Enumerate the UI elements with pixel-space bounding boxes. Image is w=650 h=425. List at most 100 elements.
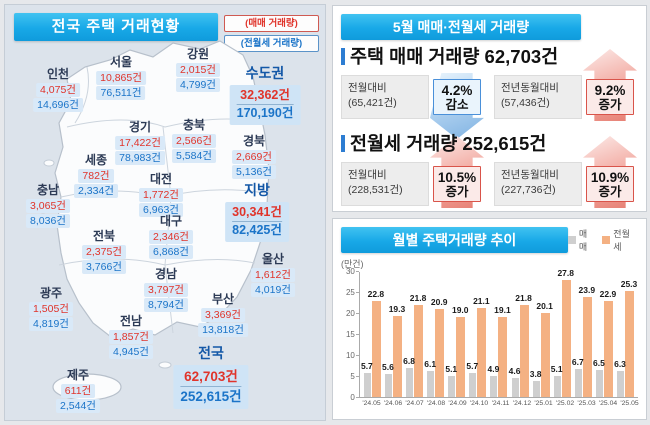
- legend-sale-volume: (매매 거래량): [224, 15, 319, 32]
- bar-group: 4.9 19.1: [488, 271, 511, 397]
- rent-comparison-row: 전월대비 (228,531건) 10.5% 증가 전년동월대비 (227,736…: [341, 136, 638, 208]
- change-word: 감소: [445, 97, 469, 112]
- aggregate-name: 지방: [244, 182, 270, 198]
- region-rent-count: 5,136건: [232, 165, 276, 179]
- x-axis-label: '24.11: [491, 400, 510, 407]
- sale-bar: [427, 371, 435, 397]
- y-axis-tick-label: 0: [350, 393, 355, 402]
- percent-value: 10.9%: [590, 169, 630, 185]
- change-word: 증가: [598, 184, 622, 199]
- rent-value-label: 20.1: [536, 300, 553, 311]
- bar-group: 4.6 21.8: [508, 271, 532, 397]
- y-axis-tick-mark: [355, 397, 359, 398]
- region-name: 울산: [261, 252, 285, 266]
- map-region-gyeongbuk: 경북 2,669건 5,136건: [232, 132, 276, 179]
- map-aggregate-jibang: 지방 30,341건 82,425건: [225, 180, 289, 242]
- rent-bar: [498, 316, 508, 397]
- map-region-gyeongnam: 경남 3,797건 8,794건: [144, 265, 188, 312]
- comparison-label: 전월대비: [348, 169, 387, 181]
- region-sale-count: 611건: [60, 384, 96, 398]
- sale-bar: [595, 369, 603, 397]
- region-sale-count: 1,857건: [109, 330, 153, 344]
- region-rent-count: 13,818건: [198, 323, 248, 337]
- bar-group: 6.3 25.3: [614, 271, 638, 397]
- sale-value-label: 4.6: [508, 365, 521, 376]
- region-rent-count: 4,019건: [251, 283, 295, 297]
- bar-chart: 0 5 10 15 20 25 30 5.7 22.8 5.6 19.3 6.8 21.8 6.1 20.…: [341, 267, 638, 402]
- region-name: 전북: [92, 229, 116, 243]
- sale-value-label: 6.8: [403, 356, 415, 367]
- sale-bar: [363, 373, 371, 397]
- region-sale-count: 17,422건: [115, 136, 165, 150]
- region-sale-count: 3,369건: [201, 308, 245, 322]
- region-name: 경북: [242, 134, 266, 148]
- region-name: 세종: [84, 153, 108, 167]
- rent-bar: [519, 305, 529, 397]
- sale-value-label: 6.1: [424, 359, 437, 370]
- change-word: 증가: [598, 97, 622, 112]
- legend-item-sale: 매매: [567, 227, 595, 253]
- may-transaction-summary-panel: 5월 매매·전월세 거래량 주택 매매 거래량 62,703건 전월대비 (65…: [332, 5, 647, 212]
- bar-group: 6.1 20.9: [424, 271, 447, 397]
- map-legend: (매매 거래량) (전월세 거래량): [224, 15, 319, 55]
- rent-value-label: 25.3: [620, 278, 638, 289]
- sale-bar: [574, 368, 582, 397]
- region-sale-count: 1,612건: [251, 268, 295, 282]
- region-rent-count: 4,799건: [176, 78, 220, 92]
- region-sale-count: 1,505건: [29, 302, 73, 316]
- aggregate-sale-count: 62,703건: [180, 367, 242, 387]
- region-rent-count: 4,819건: [29, 317, 73, 331]
- bar-group: 5.7 21.1: [466, 271, 490, 397]
- sale-value-label: 6.3: [614, 358, 626, 369]
- x-axis-label: '24.05: [362, 400, 381, 407]
- legend-item-rent: 전월세: [602, 227, 638, 253]
- region-rent-count: 8,036건: [26, 214, 70, 228]
- region-rent-count: 4,945건: [109, 345, 153, 359]
- region-name: 부산: [211, 292, 235, 306]
- aggregate-name: 전국: [198, 345, 224, 361]
- legend-rent-volume: (전월세 거래량): [224, 35, 319, 52]
- rent-bar: [582, 296, 592, 397]
- rent-bar: [625, 290, 634, 397]
- percent-change-box: 9.2% 증가: [586, 79, 634, 115]
- map-aggregate-sudogwon: 수도권 32,362건 170,190건: [229, 63, 301, 125]
- sale-bar: [490, 376, 498, 397]
- region-sale-count: 2,015건: [176, 63, 220, 77]
- region-sale-count: 2,669건: [232, 150, 276, 164]
- bar-group: 6.5 22.9: [593, 271, 616, 397]
- region-sale-count: 3,797건: [144, 283, 188, 297]
- region-name: 경남: [154, 267, 178, 281]
- x-axis-label: '25.02: [555, 400, 575, 407]
- y-axis-tick-label: 20: [345, 309, 355, 318]
- sale-volume-heading: 주택 매매 거래량 62,703건: [341, 46, 638, 67]
- region-sale-count: 782건: [78, 169, 114, 183]
- chart-header: 월별 주택거래량 추이 매매 전월세: [341, 227, 638, 253]
- comparison-label: 전월대비: [348, 82, 387, 94]
- comparison-prev-month: 전월대비 (228,531건) 10.5% 증가: [341, 136, 485, 208]
- map-region-gangwon: 강원 2,015건 4,799건: [176, 45, 220, 92]
- aggregate-rent-count: 170,190건: [236, 106, 294, 120]
- region-sale-count: 2,346건: [149, 230, 193, 244]
- comparison-label-box: 전월대비 (65,421건): [341, 75, 429, 119]
- rent-bar: [414, 305, 424, 397]
- chart-plot-area: 5.7 22.8 5.6 19.3 6.8 21.8 6.1 20.9 5.1 19.0 5.7 21…: [358, 268, 638, 398]
- sale-bar: [448, 375, 456, 397]
- y-axis-tick-label: 5: [350, 372, 355, 381]
- map-region-gwangju: 광주 1,505건 4,819건: [29, 284, 73, 331]
- percent-change-box: 10.5% 증가: [433, 166, 481, 202]
- x-axis-label: '24.08: [426, 400, 446, 407]
- region-rent-count: 2,544건: [56, 399, 100, 413]
- legend-sale-label: 매매: [578, 229, 588, 252]
- comparison-prev-year: 전년동월대비 (227,736건) 10.9% 증가: [494, 136, 638, 208]
- region-rent-count: 14,696건: [33, 98, 83, 112]
- rent-bar: [371, 301, 381, 397]
- comparison-change: 9.2% 증가: [582, 49, 638, 121]
- region-name: 광주: [39, 286, 63, 300]
- map-region-jeonnam: 전남 1,857건 4,945건: [109, 312, 153, 359]
- chart-legend: 매매 전월세: [567, 227, 638, 253]
- x-axis-label: '24.09: [448, 400, 467, 407]
- region-sale-count: 1,772건: [139, 188, 183, 202]
- region-sale-count: 2,566건: [172, 134, 216, 148]
- change-word: 증가: [445, 184, 469, 199]
- sale-bar: [617, 370, 624, 397]
